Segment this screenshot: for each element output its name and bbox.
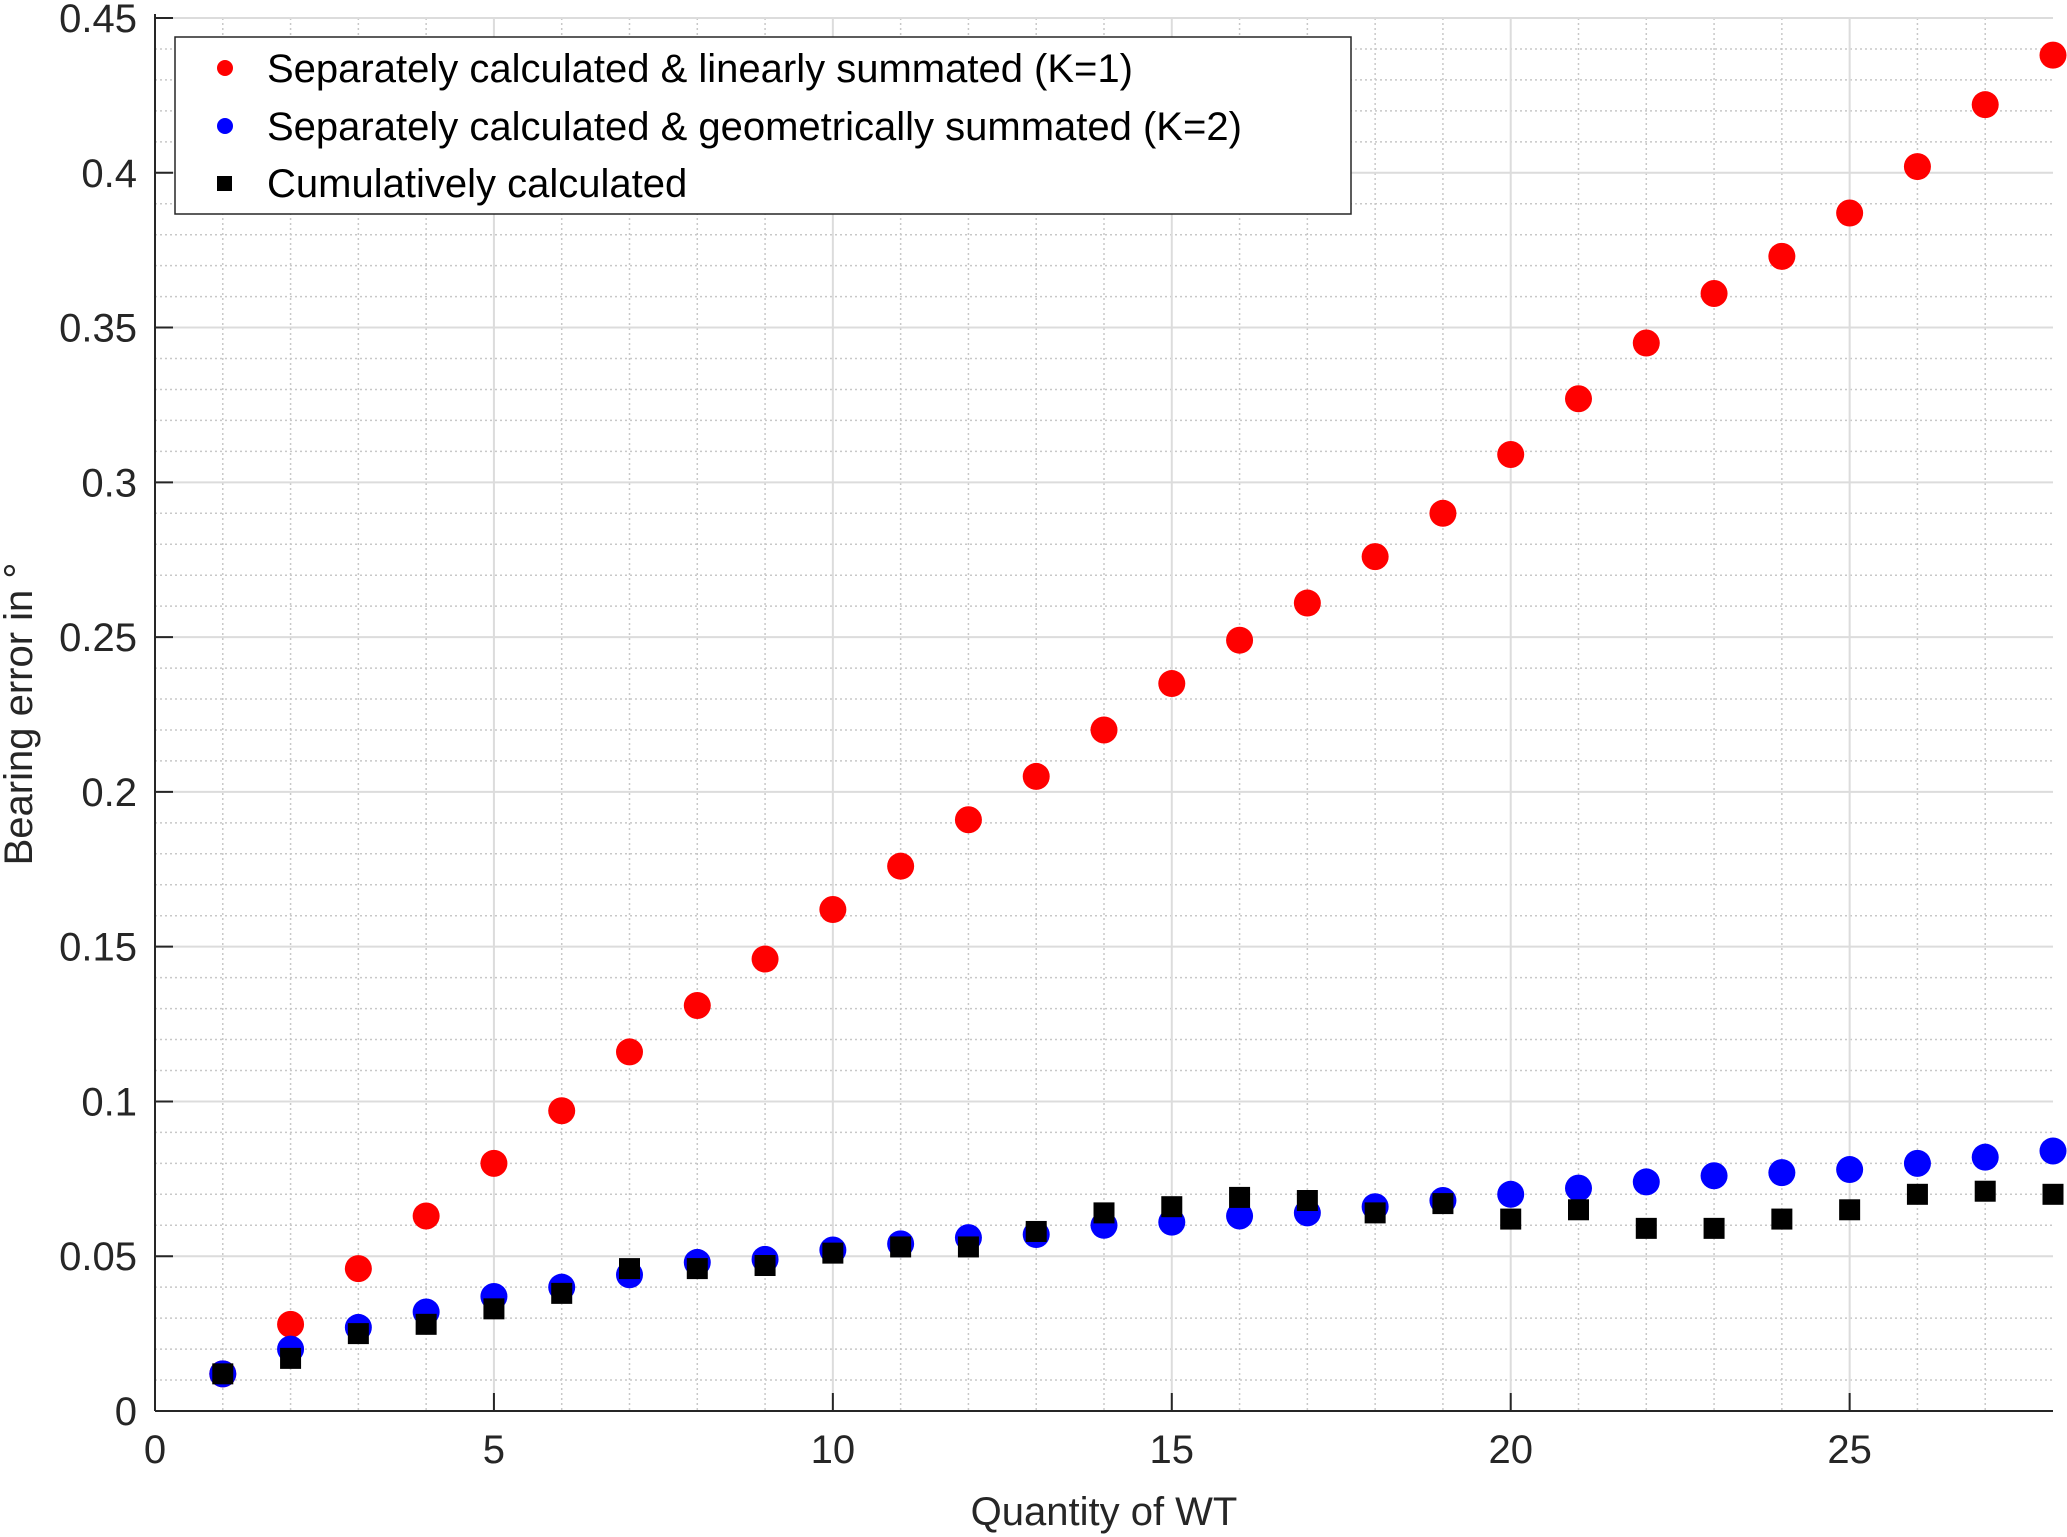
legend-marker-blue	[217, 118, 233, 134]
data-point-series-0	[751, 945, 779, 973]
data-point-series-2	[1432, 1193, 1454, 1215]
data-point-series-2	[957, 1236, 979, 1258]
x-tick-label: 0	[144, 1428, 166, 1472]
data-point-series-0	[1429, 499, 1457, 527]
legend-label-linear: Separately calculated & linearly summate…	[267, 47, 1133, 91]
data-point-series-2	[890, 1236, 912, 1258]
y-tick-label: 0.3	[81, 461, 137, 505]
data-point-series-0	[887, 852, 915, 880]
y-tick-label: 0.45	[59, 0, 137, 41]
data-point-series-2	[1161, 1196, 1183, 1218]
data-point-series-0	[344, 1255, 372, 1283]
data-point-series-2	[1568, 1199, 1589, 1221]
data-point-series-2	[619, 1258, 640, 1280]
y-tick-label: 0.35	[59, 307, 137, 351]
data-point-series-1	[1903, 1149, 1931, 1177]
data-point-series-1	[1971, 1143, 1999, 1171]
data-point-series-0	[1022, 762, 1050, 790]
data-point-series-2	[1771, 1208, 1793, 1230]
y-axis-label: Bearing error in °	[0, 563, 41, 866]
data-point-series-2	[280, 1347, 302, 1369]
data-point-series-2	[1635, 1217, 1657, 1239]
legend-marker-black	[217, 176, 232, 191]
data-point-series-0	[1700, 280, 1728, 308]
data-point-series-0	[1293, 589, 1321, 617]
y-tick-label: 0.25	[59, 616, 137, 660]
y-tick-label: 0.1	[81, 1080, 137, 1124]
data-point-series-0	[1226, 626, 1254, 654]
axes: 0 5 10 15 20 25 0 0.05 0.1 0.15 0.2 0.25 0.3 0.35 0.4 0…	[59, 0, 2053, 1472]
x-tick-label: 5	[483, 1428, 505, 1472]
data-point-series-0	[2039, 41, 2067, 69]
data-point-series-0	[616, 1038, 643, 1066]
data-point-series-2	[1500, 1208, 1522, 1230]
data-point-series-0	[1361, 543, 1389, 571]
data-point-series-1	[2039, 1137, 2067, 1165]
legend: Separately calculated & linearly summate…	[174, 36, 1352, 215]
data-point-series-0	[1565, 385, 1592, 413]
data-point-series-2	[1839, 1199, 1861, 1221]
data-marks	[209, 41, 2067, 1388]
data-point-series-2	[686, 1258, 708, 1280]
data-point-series-0	[1632, 329, 1660, 357]
data-point-series-1	[1632, 1168, 1660, 1196]
data-point-series-2	[1229, 1186, 1251, 1208]
data-point-series-0	[548, 1097, 576, 1125]
data-point-series-0	[480, 1149, 508, 1177]
data-point-series-0	[1903, 153, 1931, 181]
legend-marker-red	[217, 60, 233, 76]
x-tick-label: 10	[811, 1428, 856, 1472]
data-point-series-2	[415, 1313, 437, 1335]
data-point-series-0	[1158, 670, 1186, 698]
data-point-series-0	[954, 806, 982, 834]
y-tick-label: 0.15	[59, 926, 137, 970]
data-point-series-0	[683, 991, 711, 1019]
data-point-series-1	[1226, 1202, 1254, 1230]
x-tick-label: 20	[1488, 1428, 1533, 1472]
data-point-series-2	[1906, 1183, 1928, 1205]
legend-label-cumulative: Cumulatively calculated	[267, 162, 687, 206]
data-point-series-2	[1974, 1180, 1996, 1202]
data-point-series-2	[1093, 1202, 1115, 1224]
data-point-series-1	[1768, 1159, 1796, 1187]
data-point-series-2	[212, 1363, 234, 1385]
data-point-series-1	[1497, 1180, 1525, 1208]
data-point-series-1	[1700, 1162, 1728, 1190]
y-tick-label: 0.05	[59, 1235, 137, 1279]
x-tick-label: 25	[1827, 1428, 1872, 1472]
data-point-series-2	[483, 1298, 505, 1320]
y-tick-label: 0.4	[81, 152, 137, 196]
data-point-series-0	[819, 896, 847, 924]
legend-box	[174, 36, 1352, 215]
data-point-series-2	[754, 1255, 776, 1277]
data-point-series-1	[1565, 1174, 1592, 1202]
data-point-series-0	[412, 1202, 440, 1230]
data-point-series-1	[1836, 1156, 1864, 1184]
data-point-series-2	[1296, 1190, 1318, 1212]
x-tick-label: 15	[1150, 1428, 1195, 1472]
data-point-series-0	[1836, 199, 1864, 227]
data-point-series-0	[1971, 91, 1999, 119]
data-point-series-2	[1364, 1202, 1386, 1224]
data-point-series-0	[1497, 440, 1525, 468]
data-point-series-2	[347, 1323, 369, 1345]
x-axis-label: Quantity of WT	[971, 1490, 1238, 1534]
legend-label-geometric: Separately calculated & geometrically su…	[267, 105, 1242, 149]
y-tick-label: 0.2	[81, 771, 137, 815]
data-point-series-0	[1090, 716, 1118, 744]
data-point-series-2	[1703, 1217, 1725, 1239]
data-point-series-0	[277, 1310, 305, 1338]
data-point-series-2	[551, 1282, 573, 1304]
data-point-series-2	[2042, 1183, 2064, 1205]
y-tick-label: 0	[115, 1390, 137, 1434]
data-point-series-2	[822, 1242, 844, 1264]
grid	[154, 17, 2053, 1412]
data-point-series-2	[1025, 1220, 1047, 1242]
data-point-series-0	[1768, 242, 1796, 270]
